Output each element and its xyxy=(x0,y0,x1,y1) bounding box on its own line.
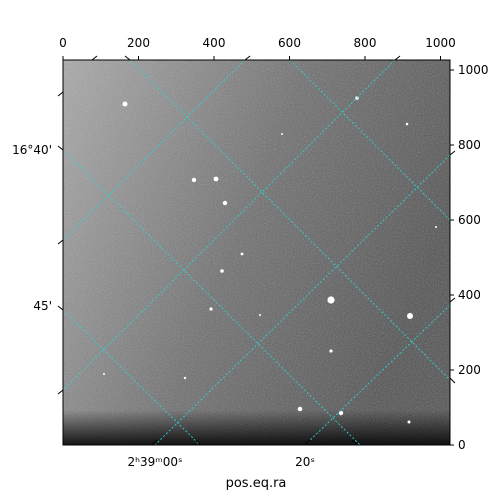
top-tick-label: 1000 xyxy=(425,36,456,50)
plot-frame xyxy=(62,59,451,446)
stars xyxy=(103,96,437,424)
ra-tick-label: 2ʰ39ᵐ00ˢ xyxy=(128,455,183,469)
sky-image xyxy=(63,60,450,445)
top-tick-label: 600 xyxy=(278,36,301,50)
top-axis xyxy=(62,56,441,60)
top-tick-label: 400 xyxy=(203,36,226,50)
ra-tick-label: 20ˢ xyxy=(295,455,315,469)
top-tick-label: 800 xyxy=(354,36,377,50)
right-tick-label: 200 xyxy=(458,363,481,377)
right-tick-label: 400 xyxy=(458,288,481,302)
right-tick-label: 1000 xyxy=(458,63,489,77)
x-axis-label: pos.eq.ra xyxy=(226,476,287,491)
dec-tick-label: 16°40' xyxy=(12,143,52,157)
top-tick-label: 200 xyxy=(127,36,150,50)
right-tick-label: 800 xyxy=(458,138,481,152)
right-axis xyxy=(450,69,454,446)
coordinate-grid xyxy=(63,60,450,445)
right-tick-label: 600 xyxy=(458,213,481,227)
dec-tick-label: 45' xyxy=(33,299,52,313)
right-tick-label: 0 xyxy=(458,438,466,452)
wcs-ticks xyxy=(57,55,456,446)
top-tick-label: 0 xyxy=(59,36,67,50)
